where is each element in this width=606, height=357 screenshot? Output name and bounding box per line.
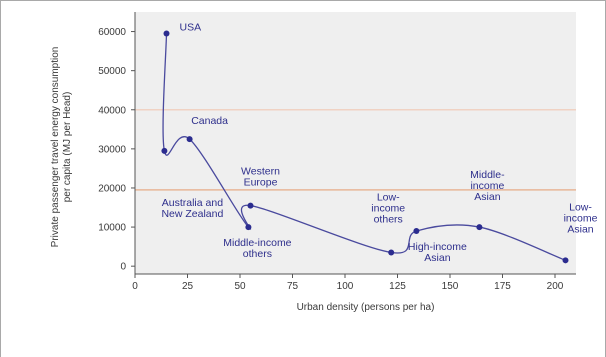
- point-label: Low-income others: [371, 191, 405, 225]
- data-point: [413, 227, 420, 234]
- x-tick-label: 150: [442, 281, 459, 292]
- point-label-line: Low-: [377, 191, 400, 203]
- point-label-line: others: [374, 213, 403, 225]
- point-label: Western Europe: [241, 166, 280, 189]
- point-label-line: Asian: [424, 252, 450, 264]
- data-point: [186, 136, 193, 143]
- data-point: [388, 249, 395, 256]
- point-label: Australia and New Zealand: [161, 197, 223, 220]
- point-label: Low-income Asian: [564, 201, 598, 235]
- plot-area: [135, 12, 576, 274]
- data-point: [163, 30, 170, 37]
- data-point: [476, 224, 483, 231]
- x-tick-label: 175: [494, 281, 511, 292]
- y-tick-label: 50000: [98, 66, 126, 77]
- point-label-line: Asian: [474, 191, 500, 203]
- point-label-line: Europe: [244, 177, 278, 189]
- point-label-line: Australia and: [162, 197, 223, 209]
- y-axis-title-line: Private passenger travel energy consumpt…: [50, 47, 61, 248]
- point-label-line: income: [564, 212, 598, 224]
- x-tick-label: 0: [132, 281, 138, 292]
- point-label-line: Middle-: [470, 169, 505, 181]
- data-point: [247, 202, 254, 209]
- y-tick-label: 40000: [98, 105, 126, 116]
- point-label-line: USA: [180, 22, 202, 34]
- point-label-line: income: [470, 180, 504, 192]
- y-tick-label: 60000: [98, 27, 126, 38]
- data-point: [562, 257, 569, 264]
- x-tick-label: 200: [547, 281, 564, 292]
- x-tick-label: 100: [337, 281, 354, 292]
- point-label-line: others: [243, 248, 272, 260]
- x-tick-label: 125: [389, 281, 406, 292]
- point-label-line: Western: [241, 166, 280, 178]
- y-tick-label: 0: [120, 262, 126, 273]
- point-label: High-income Asian: [408, 241, 467, 264]
- point-label-line: income: [371, 202, 405, 214]
- point-label-line: Middle-income: [223, 237, 291, 249]
- y-tick-label: 10000: [98, 223, 126, 234]
- point-label-line: Low-: [569, 201, 592, 213]
- point-label: USA: [180, 22, 202, 34]
- point-label: Middle-income Asian: [470, 169, 505, 203]
- y-axis-title: Private passenger travel energy consumpt…: [50, 47, 73, 248]
- data-point: [245, 224, 252, 231]
- point-label-line: Canada: [191, 115, 228, 127]
- data-point: [161, 147, 168, 154]
- y-tick-label: 30000: [98, 144, 126, 155]
- point-label-line: High-income: [408, 241, 467, 253]
- point-label-line: Asian: [567, 223, 593, 235]
- x-tick-label: 50: [234, 281, 246, 292]
- x-tick-label: 75: [287, 281, 299, 292]
- frame-top: [0, 0, 606, 1]
- point-label: Middle-income others: [223, 237, 291, 260]
- y-tick-label: 20000: [98, 183, 126, 194]
- point-label-line: New Zealand: [161, 208, 223, 220]
- x-tick-label: 25: [182, 281, 194, 292]
- y-axis-title-line: per capita (MJ per Head): [62, 92, 73, 203]
- x-axis-title: Urban density (persons per ha): [297, 302, 435, 313]
- point-label: Canada: [191, 115, 228, 127]
- frame-left: [0, 0, 1, 357]
